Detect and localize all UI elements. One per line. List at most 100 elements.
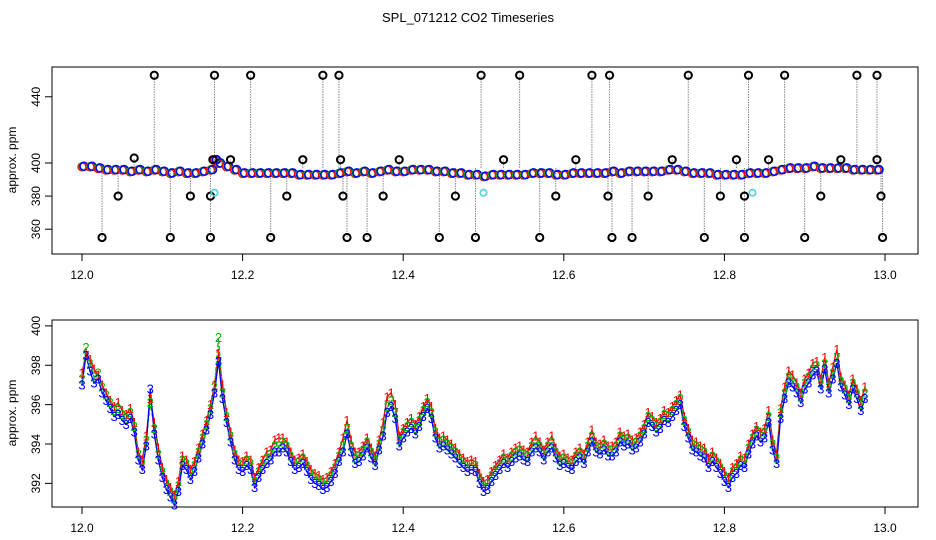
spike-point xyxy=(498,155,509,165)
series-2-point: 2 xyxy=(355,448,362,463)
x-tick-label: 12.6 xyxy=(552,268,576,282)
x-tick-label: 13.0 xyxy=(873,268,897,282)
series-3-point: 3 xyxy=(745,446,752,461)
series-3-point: 3 xyxy=(203,423,210,438)
x-tick-label: 12.8 xyxy=(713,521,737,535)
series-1-point: 1 xyxy=(564,450,571,465)
series-1-point: 1 xyxy=(669,399,676,414)
chart-title: SPL_071212 CO2 Timeseries xyxy=(382,10,554,25)
series-3-point: 3 xyxy=(155,452,162,467)
series-3-point: 3 xyxy=(496,462,503,477)
series-2-point: 2 xyxy=(576,444,583,459)
series-1-point: 1 xyxy=(279,431,286,446)
series-3-point: 3 xyxy=(119,413,126,428)
series-2-point: 2 xyxy=(592,438,599,453)
series-1-point: 1 xyxy=(235,452,242,467)
series-3-point: 3 xyxy=(765,415,772,430)
series-1-point: 1 xyxy=(693,435,700,450)
series-3-point: 3 xyxy=(384,405,391,420)
series-1-point: 1 xyxy=(259,452,266,467)
series-1-point: 1 xyxy=(845,387,852,402)
series-2-point: 2 xyxy=(219,385,226,400)
series-1-point: 1 xyxy=(548,429,555,444)
spike-point xyxy=(603,191,613,201)
series-2-point: 2 xyxy=(833,350,840,365)
series-2-point: 2 xyxy=(327,468,334,483)
series-2-point: 2 xyxy=(231,446,238,461)
series-3-point: 3 xyxy=(817,381,824,396)
series-1-point: 1 xyxy=(572,444,579,459)
series-3-point: 3 xyxy=(540,452,547,467)
panel-raw-timeseries: 12.0 12.2 12.4 12.6 12.8 13.0 360 380 400 440 app… xyxy=(5,66,919,282)
series-1-point: 1 xyxy=(183,452,190,467)
series-3-point: 3 xyxy=(512,450,519,465)
series-2-point: 2 xyxy=(528,438,535,453)
spike-point xyxy=(394,155,404,165)
series-3-point: 3 xyxy=(428,411,435,426)
series-1-point: 1 xyxy=(412,417,419,432)
series-1-point: 1 xyxy=(380,415,387,430)
series-3-point: 3 xyxy=(492,468,499,483)
series-1-point: 1 xyxy=(841,377,848,392)
series-3-point: 3 xyxy=(452,450,459,465)
series-2-point: 2 xyxy=(315,472,322,487)
series-1-point: 1 xyxy=(456,446,463,461)
series-3-point: 3 xyxy=(400,431,407,446)
series-2-point: 2 xyxy=(729,464,736,479)
series-3-point: 3 xyxy=(231,452,238,467)
series-2-point: 2 xyxy=(801,375,808,390)
series-3-point: 3 xyxy=(741,460,748,475)
series-2-point: 2 xyxy=(295,454,302,469)
x-tick-label: 13.0 xyxy=(873,521,897,535)
series-3-point: 3 xyxy=(749,437,756,452)
series-3-point: 3 xyxy=(167,490,174,505)
spike-point xyxy=(97,232,107,243)
spike-point xyxy=(165,232,175,243)
series-1-point: 1 xyxy=(223,405,230,420)
series-3-point: 3 xyxy=(769,442,776,457)
y-tick-label: 400 xyxy=(29,153,43,173)
series-3-point: 3 xyxy=(331,466,338,481)
series-1-point: 1 xyxy=(673,393,680,408)
series-3-point: 3 xyxy=(283,444,290,459)
series-1-point: 1 xyxy=(809,356,816,371)
series-2-point: 2 xyxy=(661,407,668,422)
series-1-point: 1 xyxy=(516,438,523,453)
series-3-point: 3 xyxy=(94,372,101,387)
spike-point xyxy=(434,232,444,243)
series-2-point: 2 xyxy=(163,476,170,491)
series-1-point: 1 xyxy=(484,472,491,487)
series-3-point: 3 xyxy=(624,437,631,452)
series-2-point: 2 xyxy=(123,411,130,426)
series-2-point: 2 xyxy=(793,379,800,394)
series-1-point: 1 xyxy=(307,462,314,477)
series-2-point: 2 xyxy=(773,450,780,465)
series-1-point: 1 xyxy=(689,433,696,448)
series-2-point: 2 xyxy=(127,405,134,420)
series-1-point: 1 xyxy=(179,448,186,463)
series-3-point: 3 xyxy=(227,435,234,450)
series-1-point: 1 xyxy=(837,370,844,385)
series-3-point: 3 xyxy=(697,448,704,463)
spike-point xyxy=(515,70,525,80)
series-3-point: 3 xyxy=(524,454,531,469)
series-3-point: 3 xyxy=(243,458,250,473)
series-1-point: 1 xyxy=(444,433,451,448)
series-3-point: 3 xyxy=(355,454,362,469)
x-tick-label: 12.0 xyxy=(70,521,94,535)
series-2-point: 2 xyxy=(472,458,479,473)
series-2-point: 2 xyxy=(829,366,836,381)
series-1-point: 1 xyxy=(596,437,603,452)
series-1-point: 1 xyxy=(632,431,639,446)
series-3-point: 3 xyxy=(239,464,246,479)
series-2-point: 2 xyxy=(267,446,274,461)
series-1-point: 1 xyxy=(616,425,623,440)
series-1-point: 1 xyxy=(295,450,302,465)
series-2-point: 2 xyxy=(468,456,475,471)
series-2-point: 2 xyxy=(600,437,607,452)
series-2-point: 2 xyxy=(717,460,724,475)
spike-point xyxy=(205,232,216,243)
series-2-point: 2 xyxy=(175,478,182,493)
series-1-point: 1 xyxy=(428,399,435,414)
series-3-point: 3 xyxy=(616,435,623,450)
